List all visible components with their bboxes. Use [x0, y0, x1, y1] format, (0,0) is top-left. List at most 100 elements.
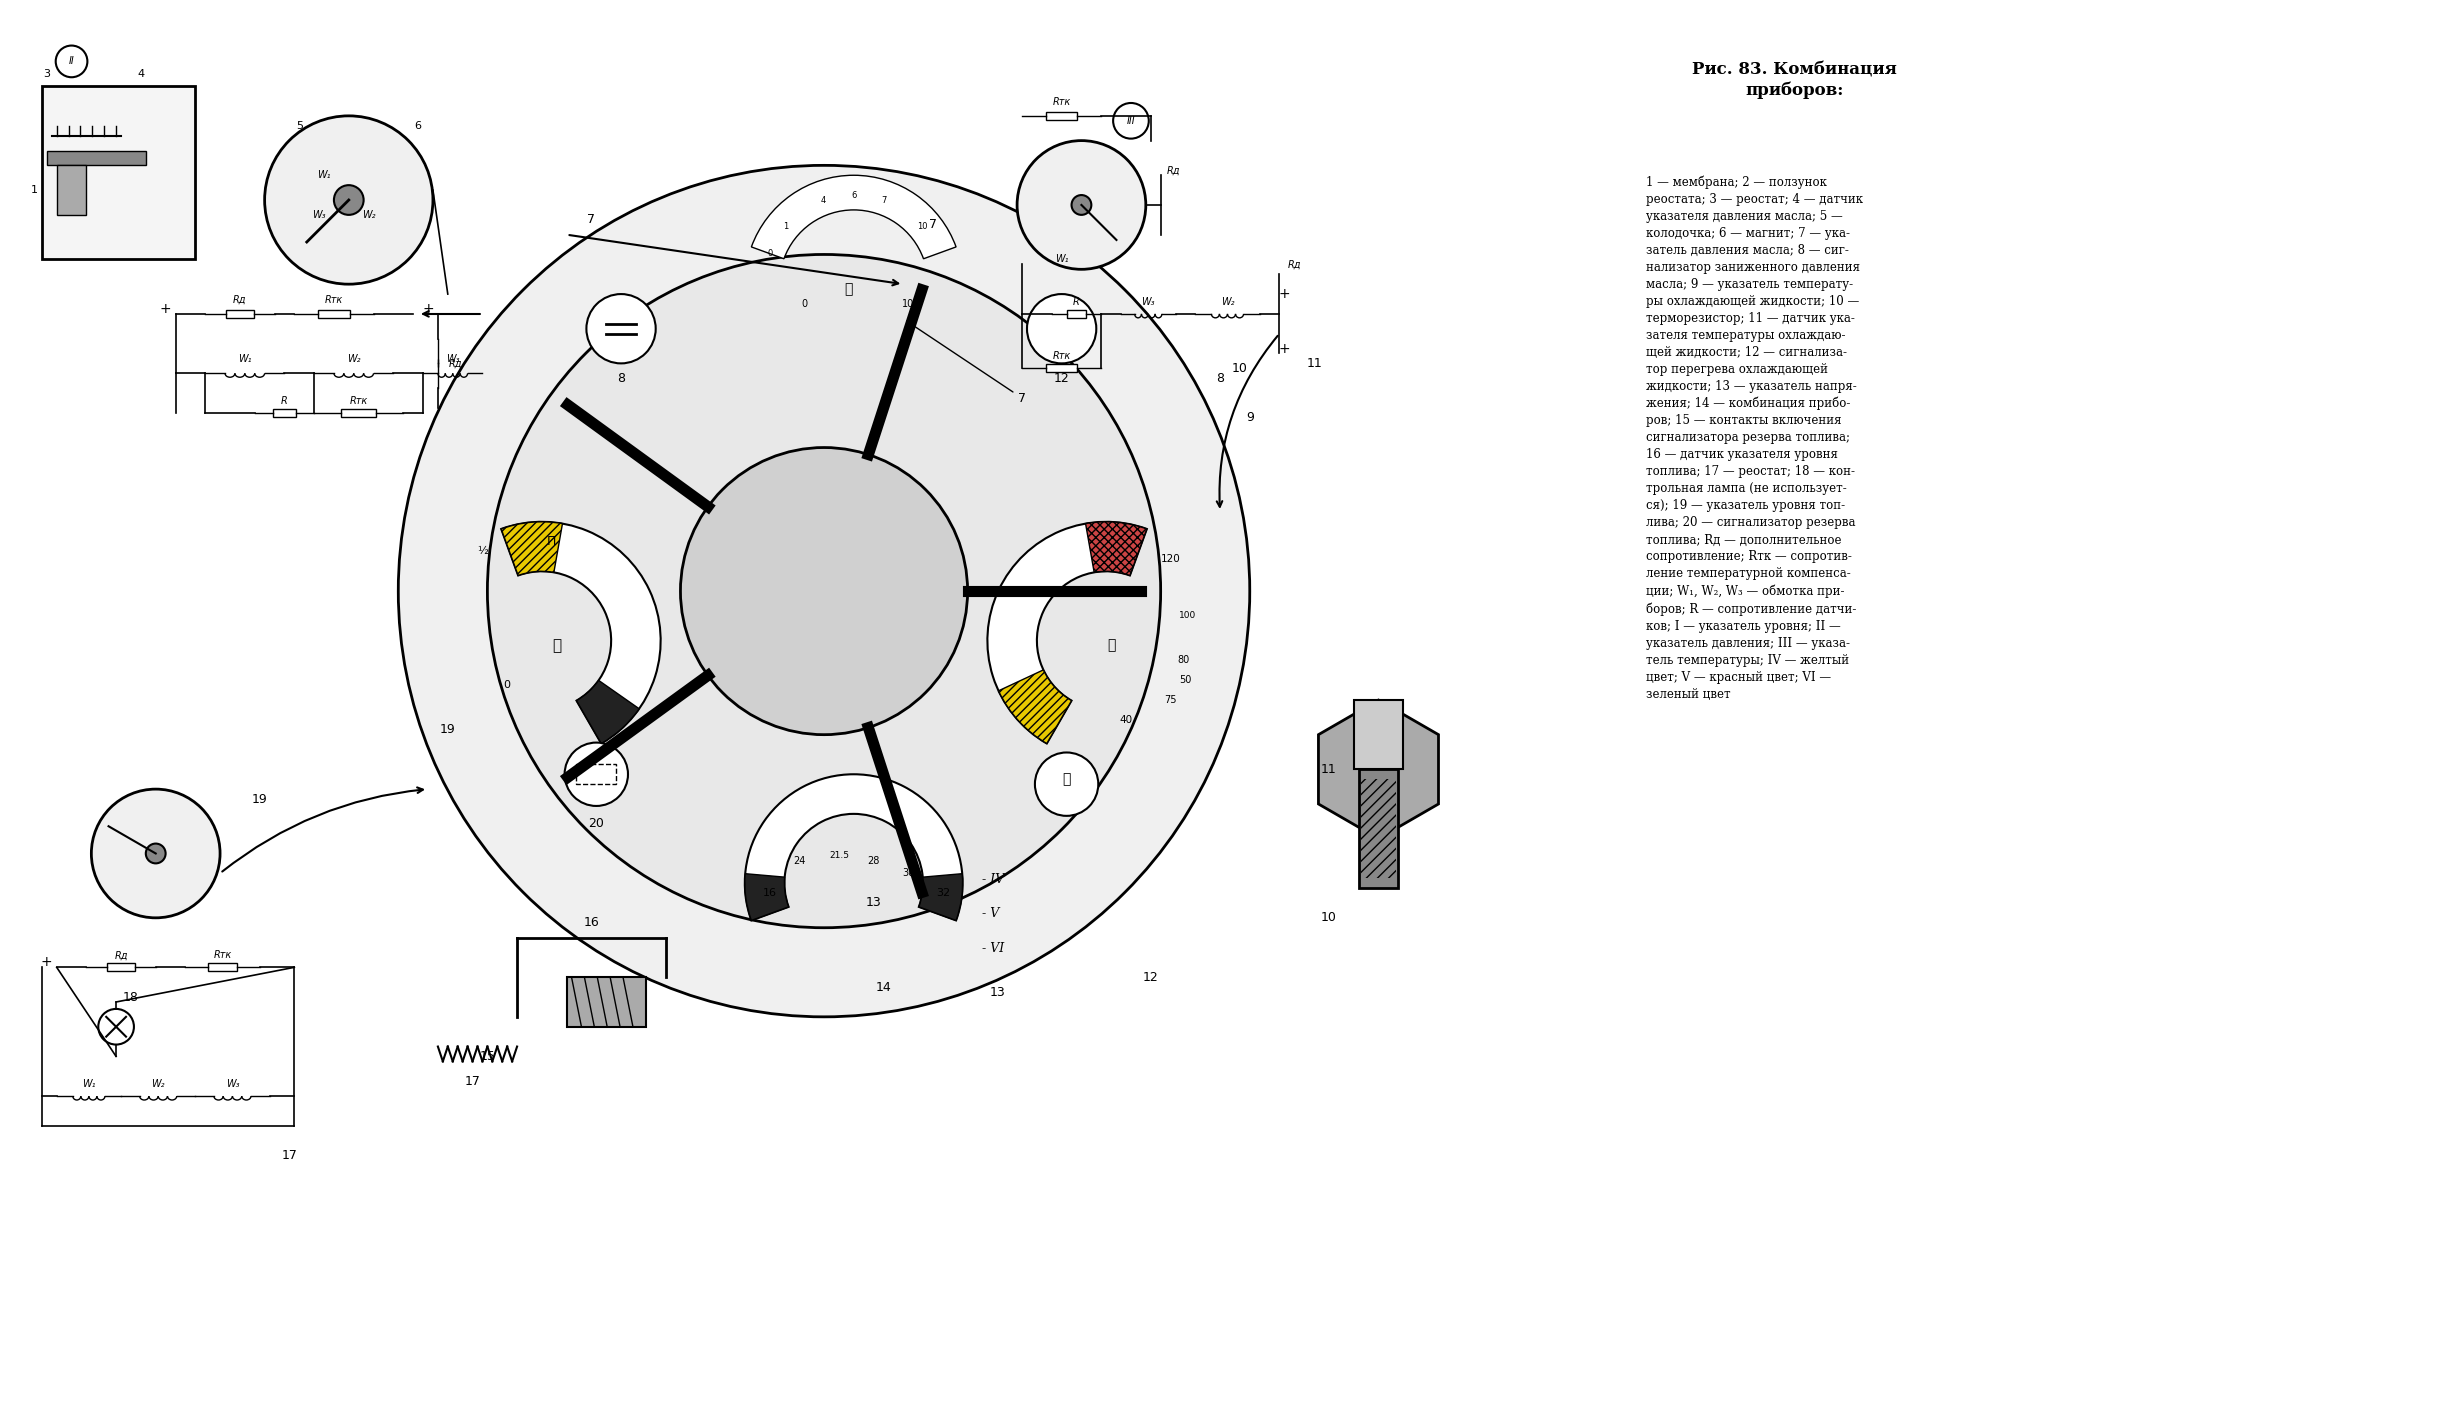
- Circle shape: [682, 447, 969, 735]
- Polygon shape: [1319, 700, 1439, 838]
- Text: W₃: W₃: [1143, 297, 1155, 307]
- Text: R: R: [282, 395, 287, 407]
- Text: 10: 10: [902, 299, 915, 308]
- Text: 15: 15: [481, 1050, 495, 1063]
- Bar: [319, 310, 351, 318]
- Bar: [108, 963, 135, 972]
- Text: Rтк: Rтк: [1052, 97, 1072, 107]
- Wedge shape: [988, 522, 1148, 743]
- Text: 7: 7: [588, 213, 596, 226]
- Wedge shape: [500, 522, 660, 743]
- Circle shape: [488, 255, 1160, 928]
- Wedge shape: [745, 774, 964, 921]
- Text: 30: 30: [902, 868, 915, 878]
- Circle shape: [98, 1009, 135, 1044]
- Text: +: +: [422, 301, 434, 315]
- Text: W₁: W₁: [1054, 254, 1069, 265]
- Text: W₁: W₁: [316, 170, 331, 181]
- Text: 19: 19: [253, 792, 267, 806]
- Bar: [1354, 700, 1403, 770]
- Circle shape: [564, 743, 628, 806]
- Bar: [56, 165, 86, 215]
- Text: 4: 4: [821, 196, 826, 205]
- Text: 40: 40: [1121, 715, 1133, 725]
- Text: Rд: Rд: [233, 294, 248, 306]
- Text: 18: 18: [123, 991, 140, 1004]
- Bar: [1067, 310, 1086, 318]
- Text: 🌡: 🌡: [1106, 638, 1116, 652]
- Text: 8: 8: [1216, 372, 1224, 384]
- Text: 8: 8: [618, 372, 625, 384]
- Text: W₃: W₃: [311, 210, 326, 220]
- Text: 75: 75: [1165, 695, 1177, 705]
- Bar: [566, 977, 645, 1026]
- Circle shape: [1035, 753, 1098, 816]
- Text: ½: ½: [478, 547, 488, 557]
- Text: 50: 50: [1179, 676, 1192, 686]
- Bar: [226, 310, 253, 318]
- Bar: [272, 409, 297, 416]
- Bar: [208, 963, 238, 972]
- Circle shape: [265, 116, 434, 285]
- Text: W₂: W₂: [348, 355, 360, 365]
- Circle shape: [586, 294, 655, 363]
- Text: Rтк: Rтк: [324, 294, 343, 306]
- Text: W₁: W₁: [238, 355, 253, 365]
- Circle shape: [397, 165, 1251, 1016]
- Circle shape: [56, 45, 88, 77]
- Bar: [873, 868, 973, 890]
- Text: 120: 120: [1160, 554, 1179, 565]
- Circle shape: [1027, 294, 1096, 363]
- Circle shape: [145, 844, 167, 864]
- Bar: [1358, 770, 1398, 887]
- Circle shape: [91, 789, 221, 918]
- Bar: [1361, 780, 1395, 878]
- Text: 10: 10: [1231, 362, 1248, 374]
- Bar: [42, 86, 196, 259]
- Bar: [1047, 365, 1076, 373]
- Bar: [873, 903, 973, 925]
- Text: 32: 32: [937, 887, 949, 899]
- Text: 🌡: 🌡: [1062, 773, 1072, 787]
- Text: - V: - V: [983, 907, 1000, 920]
- Text: 80: 80: [1177, 655, 1189, 666]
- Text: 10: 10: [917, 223, 927, 231]
- Wedge shape: [750, 175, 956, 259]
- Text: 7: 7: [883, 196, 888, 205]
- Wedge shape: [920, 873, 964, 921]
- Text: 10: 10: [1322, 911, 1336, 924]
- Text: 6: 6: [414, 121, 422, 130]
- Text: 12: 12: [1143, 970, 1160, 984]
- Text: +: +: [42, 955, 51, 969]
- Text: 7: 7: [907, 321, 1025, 405]
- Text: W₁: W₁: [81, 1080, 96, 1089]
- Text: 7: 7: [929, 219, 937, 231]
- Text: 28: 28: [868, 857, 880, 866]
- Text: 0: 0: [503, 680, 510, 690]
- Text: 6: 6: [851, 191, 856, 199]
- Text: +: +: [1277, 342, 1290, 356]
- Text: 17: 17: [282, 1150, 297, 1162]
- Text: 13: 13: [991, 986, 1005, 998]
- Text: П: П: [547, 536, 557, 548]
- Bar: [1047, 112, 1076, 119]
- Wedge shape: [576, 680, 640, 743]
- Bar: [576, 764, 615, 784]
- Text: 🛢: 🛢: [843, 282, 853, 296]
- Text: Rд: Rд: [449, 359, 463, 369]
- Text: 24: 24: [792, 857, 804, 866]
- Text: 1 — мембрана; 2 — ползунок
реостата; 3 — реостат; 4 — датчик
указателя давления : 1 — мембрана; 2 — ползунок реостата; 3 —…: [1645, 175, 1864, 701]
- Wedge shape: [998, 670, 1072, 743]
- Text: 3: 3: [44, 69, 51, 80]
- Text: 14: 14: [875, 980, 893, 994]
- Text: +: +: [1277, 287, 1290, 301]
- Circle shape: [1113, 102, 1150, 139]
- Text: 16: 16: [763, 887, 777, 899]
- Text: III: III: [1125, 116, 1135, 126]
- Text: W₃: W₃: [226, 1080, 240, 1089]
- Text: R: R: [1074, 297, 1079, 307]
- Text: 1: 1: [29, 185, 37, 195]
- Text: II: II: [69, 56, 74, 66]
- Bar: [873, 938, 973, 959]
- Circle shape: [1018, 140, 1145, 269]
